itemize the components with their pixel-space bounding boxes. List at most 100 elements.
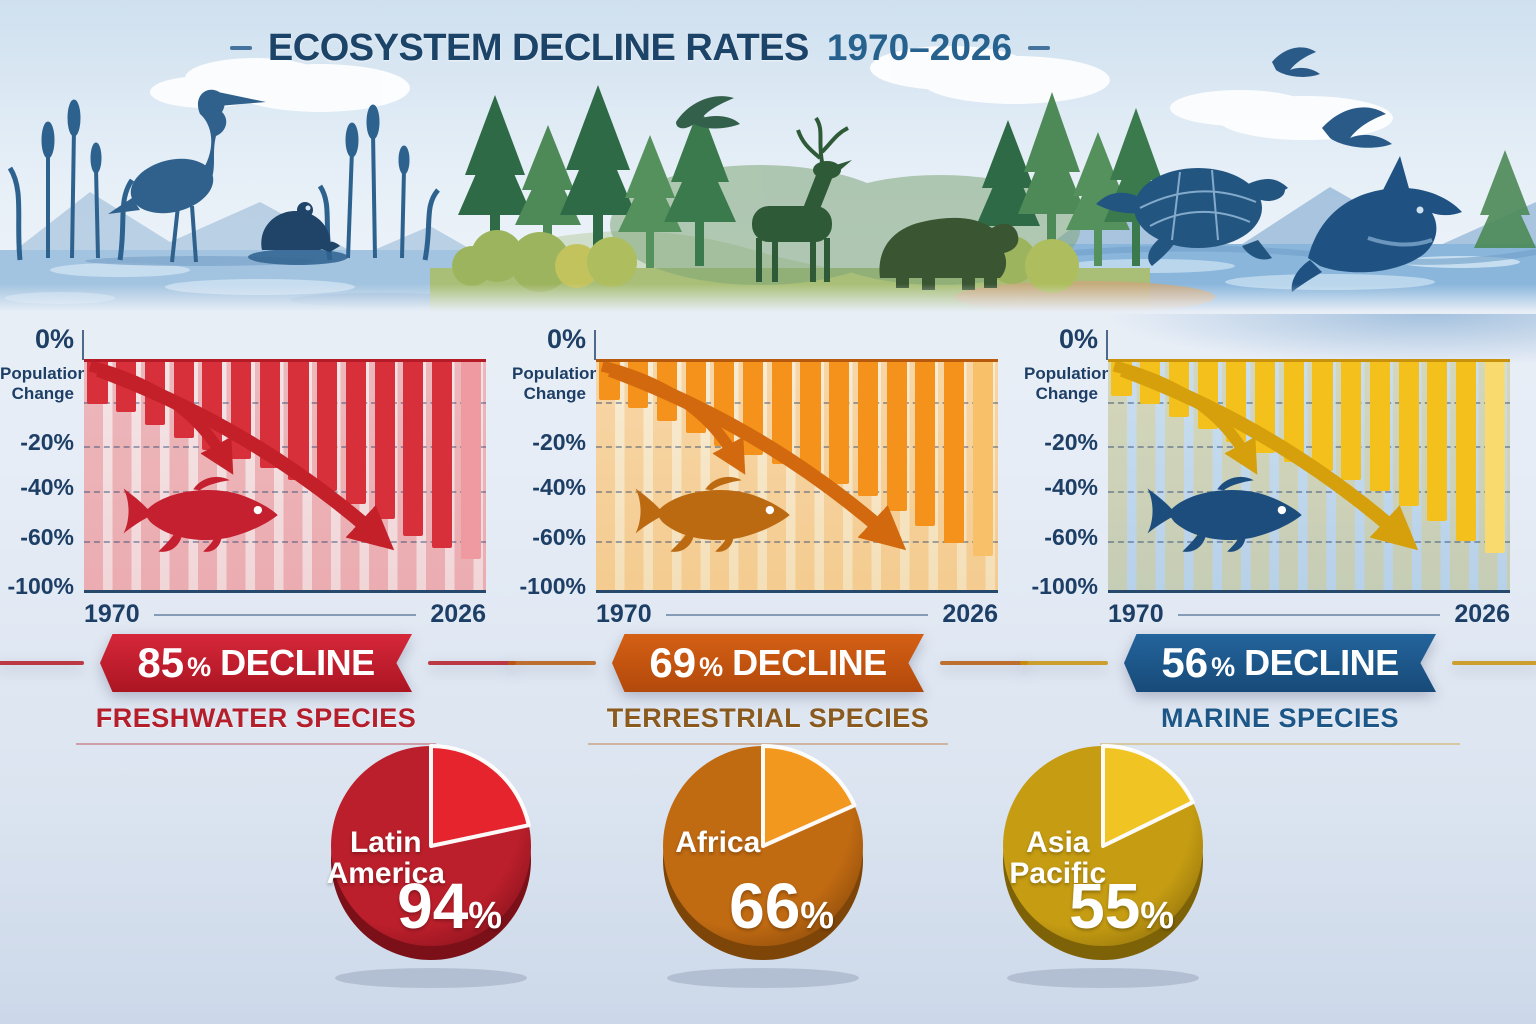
decline-bar [915, 362, 936, 526]
heron-icon [108, 89, 266, 263]
pie-percent-value: 94 [397, 869, 469, 942]
gridline [596, 491, 998, 494]
clouds [150, 46, 1393, 140]
y-axis-zero-label: 0% [34, 324, 74, 354]
x-axis-start-label: 1970 [1108, 600, 1164, 628]
y-axis-tick-label: -20% [1044, 428, 1098, 455]
decline-chart-freshwater: 0% Population Change -20% -40% -60% -100% 1970 2… [0, 318, 512, 628]
species-label: TERRESTRIAL SPECIES [606, 703, 930, 733]
y-axis-tick-label: -100% [1031, 573, 1098, 599]
decline-value: 85 [137, 639, 185, 686]
decline-bar [771, 362, 792, 464]
fish-silhouette-icon [123, 476, 278, 552]
decline-bar [403, 362, 424, 536]
species-underline [588, 743, 948, 745]
x-axis-labels: 1970 2026 [1108, 600, 1510, 629]
y-axis-spine [82, 330, 84, 360]
decline-bar [1341, 362, 1362, 480]
x-axis-end-label: 2026 [942, 600, 998, 628]
decline-bar [374, 362, 395, 519]
x-axis-start-label: 1970 [84, 600, 140, 628]
gridline [1108, 401, 1510, 404]
y-axis-title-line: Change [1035, 383, 1098, 403]
y-axis-title-line: Population [0, 364, 88, 383]
y-axis-tick-label: -40% [20, 474, 74, 501]
seabird-icon [1272, 47, 1392, 148]
ribbon-side-line-right [1452, 661, 1536, 665]
decline-chart-terrestrial: 0% Population Change -20% -40% -60% -100% 1970 2… [512, 318, 1024, 628]
decline-word: DECLINE [220, 642, 375, 683]
decline-bar [1312, 362, 1333, 471]
ribbon-side-line-right [940, 661, 1028, 665]
title-dash-right [1028, 46, 1051, 50]
x-axis-line [153, 613, 417, 616]
decline-bar [972, 362, 993, 556]
page-title: ECOSYSTEM DECLINE RATES [267, 26, 809, 69]
ocean-wave-echo [1106, 314, 1536, 366]
fish-silhouette-icon [635, 476, 790, 552]
flying-bird-icon [676, 96, 740, 129]
banner-col-marine: 56% DECLINE MARINE SPECIES [1020, 634, 1536, 745]
decline-ribbon-shape: 85% DECLINE [100, 634, 412, 692]
pie-region-line: America [326, 856, 445, 890]
title-dash-left [229, 46, 252, 50]
pie-region-line: Africa [675, 826, 761, 860]
y-axis-tick-label: -60% [20, 523, 74, 550]
banner-col-terrestrial: 69% DECLINE TERRESTRIAL SPECIES [508, 634, 1028, 745]
pie-region-label: Latin America [325, 828, 447, 889]
y-axis-title-line: Change [523, 383, 586, 403]
x-axis-labels: 1970 2026 [84, 600, 486, 629]
decline-bar [345, 362, 366, 504]
y-axis-tick-label: -100% [519, 573, 586, 599]
decline-bar [259, 362, 280, 469]
species-label: FRESHWATER SPECIES [95, 703, 417, 733]
header-scene [0, 0, 1536, 312]
decline-word: DECLINE [732, 642, 887, 683]
y-axis-tick-label: -100% [7, 573, 74, 599]
pie-chart-icon [331, 744, 531, 988]
decline-bar [1283, 362, 1304, 462]
y-axis-title: Population Change [1024, 364, 1112, 403]
y-axis-zero-label: 0% [546, 324, 586, 354]
deer-icon [752, 116, 852, 282]
decline-banners-row: 85% DECLINE FRESHWATER SPECIES 69% DECLINE TE… [0, 634, 1536, 745]
species-underline [1100, 743, 1460, 745]
sea-turtle-icon [1096, 168, 1288, 266]
decline-charts-row: 0% Population Change -20% -40% -60% -100% 1970 2… [0, 318, 1536, 628]
decline-bar [1456, 362, 1477, 541]
fish-silhouette-icon [1147, 476, 1302, 552]
x-axis-line [1177, 613, 1441, 616]
gridline [596, 401, 998, 404]
gridline [596, 540, 998, 543]
gridline [1108, 445, 1510, 448]
ribbon-side-line-left [508, 661, 596, 665]
pie-percent-sign: % [468, 894, 503, 937]
decline-ribbon: 69% DECLINE [508, 634, 1028, 692]
decline-bar [317, 362, 338, 492]
decline-ribbon-shape: 69% DECLINE [612, 634, 924, 692]
pie-percent-label: 94% [397, 869, 502, 943]
gridline [596, 445, 998, 448]
y-axis-tick-label: -40% [532, 474, 586, 501]
y-axis-title: Population Change [512, 364, 600, 403]
decline-arrows-icon [600, 362, 907, 551]
species-underline [76, 743, 436, 745]
y-axis-title: Population Change [0, 364, 88, 403]
pie-chart-icon [663, 744, 863, 988]
pie-region-line: Latin [349, 826, 422, 860]
ribbon-side-line-left [0, 661, 84, 665]
y-axis-tick-label: -20% [532, 428, 586, 455]
decline-bar [460, 362, 481, 560]
decline-percent-sign: % [699, 651, 724, 682]
y-axis-title-line: Population [1024, 364, 1112, 383]
decline-bar [288, 362, 309, 480]
decline-bar [944, 362, 965, 544]
ribbon-side-line-right [428, 661, 516, 665]
x-axis-end-label: 2026 [1454, 600, 1510, 628]
decline-arrows-icon [1112, 362, 1419, 551]
decline-value: 69 [649, 639, 697, 686]
plot-area-marine [1108, 359, 1510, 593]
plot-area-freshwater [84, 359, 486, 593]
decline-percent-sign: % [1211, 651, 1236, 682]
